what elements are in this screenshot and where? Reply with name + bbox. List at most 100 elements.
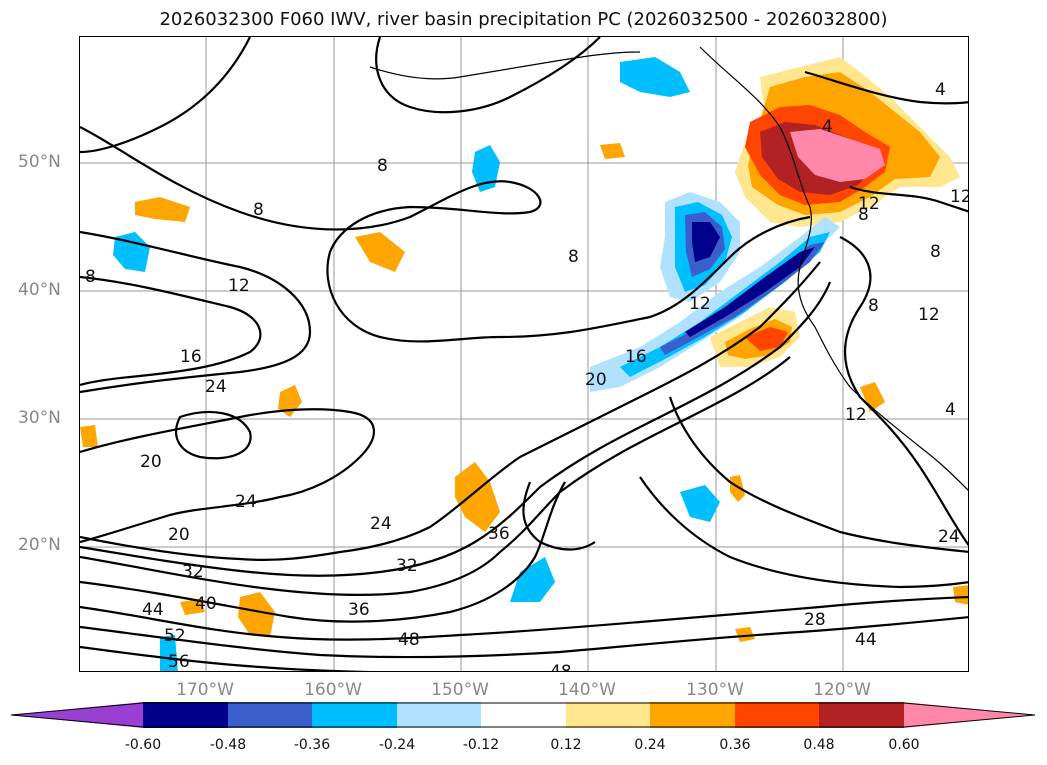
- contour-labels: 4 4 8 8 8 8 8 8 12 12 12 12 12 16 16 24 …: [85, 80, 969, 672]
- colorbar-bin-8: [735, 702, 819, 728]
- contour-label-9: 12: [228, 276, 250, 296]
- contour-line-l: [668, 396, 968, 553]
- contour-line-h: [80, 481, 566, 623]
- contour-line-c: [80, 275, 262, 387]
- colorbar-extend-max: [904, 702, 1035, 728]
- contour-label-3: 8: [377, 156, 388, 176]
- lon-tick-130w: 130°W: [686, 680, 744, 700]
- colorbar-label-7: 0.24: [634, 737, 666, 753]
- lat-tick-20n: 20°N: [18, 535, 61, 555]
- contour-label-12: 12: [918, 305, 940, 325]
- negative-anomaly-band-navy: [685, 247, 815, 337]
- contour-line-d: [80, 408, 376, 544]
- contour-label-23: 32: [182, 562, 204, 582]
- contour-line-e: [80, 261, 821, 561]
- contour-label-32: 28: [804, 610, 826, 630]
- positive-anomaly-pnw-pink: [790, 129, 885, 182]
- contour-label-34: 24: [938, 527, 960, 547]
- contour-line-m: [639, 476, 968, 589]
- positive-patch-1: [135, 197, 190, 222]
- contour-line-k: [80, 645, 371, 671]
- positive-patch-11: [600, 143, 625, 159]
- negative-patch-2: [472, 145, 500, 192]
- positive-patch-3: [278, 385, 302, 417]
- contour-label-15: 16: [625, 347, 647, 367]
- lat-tick-30n: 30°N: [18, 408, 61, 428]
- colorbar-label-3: -0.36: [293, 737, 331, 753]
- positive-patch-5: [238, 592, 275, 637]
- contour-label-33: 44: [855, 630, 877, 650]
- colorbar-bin-5: [481, 702, 566, 728]
- contour-label-26: 44: [142, 600, 164, 620]
- contour-line-n: [522, 481, 596, 551]
- contour-label-29: 56: [168, 652, 190, 672]
- negative-anomaly-lobe-core: [692, 222, 720, 262]
- contour-label-13: 12: [845, 405, 867, 425]
- negative-patch-6: [680, 485, 720, 522]
- contour-label-17: 20: [585, 370, 607, 390]
- colorbar-label-4: -0.24: [378, 737, 416, 753]
- positive-patch-6: [180, 599, 205, 615]
- contour-line-p: [804, 70, 968, 105]
- contour-line-j: [80, 616, 968, 659]
- negative-patch-4: [510, 557, 555, 602]
- negative-patch-3: [113, 232, 150, 272]
- contour-line-s: [80, 37, 251, 154]
- contour-label-28: 52: [164, 626, 186, 646]
- contour-line-q: [849, 185, 968, 213]
- contour-line-o: [174, 410, 252, 460]
- positive-patch-2: [355, 232, 405, 272]
- contour-label-1: 4: [935, 80, 946, 100]
- colorbar-bin-1: [143, 702, 228, 728]
- positive-patch-10: [860, 382, 885, 412]
- contour-label-8: 8: [868, 296, 879, 316]
- coastline-alaska: [369, 51, 641, 80]
- contour-label-18: 20: [140, 452, 162, 472]
- lat-tick-40n: 40°N: [18, 280, 61, 300]
- colorbar-bin-4: [397, 702, 481, 728]
- lon-tick-160w: 160°W: [304, 680, 362, 700]
- contour-line-r: [839, 236, 968, 547]
- contour-label-16: 24: [205, 377, 227, 397]
- contour-label-6: 8: [85, 267, 96, 287]
- colorbar-label-8: 0.36: [719, 737, 751, 753]
- negative-patch-1: [620, 57, 690, 97]
- contour-label-20: 20: [168, 525, 190, 545]
- colorbar-bin-6: [566, 702, 650, 728]
- map-plot-area[interactable]: 4 4 8 8 8 8 8 8 12 12 12 12 12 16 16 24 …: [79, 36, 969, 672]
- positive-patch-7: [730, 475, 745, 502]
- contour-label-10: 12: [689, 294, 711, 314]
- colorbar-label-6: 0.12: [550, 737, 582, 753]
- map-svg: 4 4 8 8 8 8 8 8 12 12 12 12 12 16 16 24 …: [80, 37, 969, 672]
- colorbar-label-5: -0.12: [462, 737, 500, 753]
- colorbar-label-10: 0.60: [888, 737, 920, 753]
- contour-label-11: 12: [858, 194, 880, 214]
- contour-label-36: 12: [950, 187, 969, 207]
- positive-anomaly-ca-red: [745, 327, 788, 351]
- contour-line-i: [80, 595, 968, 641]
- contour-label-19: 24: [235, 492, 257, 512]
- colorbar: [10, 702, 1036, 728]
- negative-patch-5: [160, 635, 178, 671]
- map-title: 2026032300 F060 IWV, river basin precipi…: [159, 9, 888, 30]
- contour-line-f: [80, 281, 832, 577]
- colorbar-bin-2: [228, 702, 312, 728]
- colorbar-label-9: 0.48: [803, 737, 835, 753]
- contour-line-t: [375, 37, 601, 114]
- lon-tick-150w: 150°W: [431, 680, 489, 700]
- colorbar-extend-min: [10, 702, 143, 728]
- colorbar-outline: [10, 702, 1036, 728]
- coastline-north-america: [699, 46, 968, 491]
- colorbar-label-1: -0.60: [124, 737, 162, 753]
- coastlines: [369, 46, 968, 491]
- lon-tick-170w: 170°W: [176, 680, 234, 700]
- contour-line-b: [80, 230, 312, 394]
- lat-tick-50n: 50°N: [18, 152, 61, 172]
- contour-label-31: 48: [550, 662, 572, 672]
- colorbar-label-2: -0.48: [209, 737, 247, 753]
- positive-patch-12: [80, 425, 98, 447]
- colorbar-bin-3: [312, 702, 397, 728]
- contour-label-5: 8: [568, 247, 579, 267]
- contour-label-4: 8: [253, 200, 264, 220]
- colorbar-bin-7: [650, 702, 735, 728]
